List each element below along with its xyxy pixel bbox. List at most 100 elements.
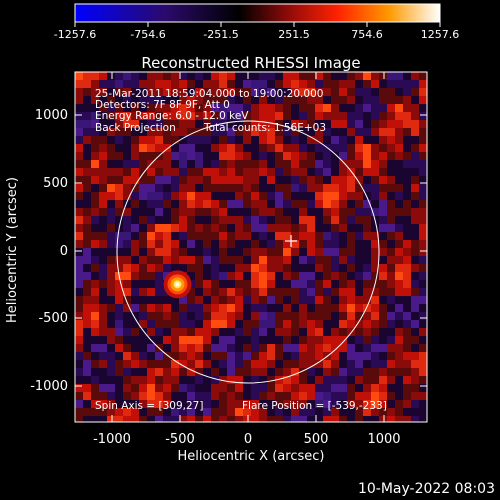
image-pixel	[107, 336, 116, 345]
image-pixel	[323, 400, 332, 409]
image-pixel	[315, 144, 324, 153]
image-pixel	[395, 264, 404, 273]
image-pixel	[331, 304, 340, 313]
image-pixel	[155, 264, 164, 273]
image-pixel	[307, 144, 316, 153]
image-pixel	[139, 352, 148, 361]
image-pixel	[291, 80, 300, 89]
image-pixel	[347, 96, 356, 105]
image-pixel	[363, 80, 372, 89]
image-pixel	[411, 320, 420, 329]
image-pixel	[83, 416, 92, 422]
image-pixel	[91, 80, 100, 89]
image-pixel	[219, 224, 228, 233]
image-pixel	[283, 144, 292, 153]
image-pixel	[131, 80, 140, 89]
image-pixel	[123, 240, 132, 249]
image-pixel	[91, 200, 100, 209]
image-pixel	[235, 352, 244, 361]
image-pixel	[99, 296, 108, 305]
image-pixel	[195, 392, 204, 401]
image-pixel	[411, 216, 420, 225]
image-pixel	[259, 112, 268, 121]
image-pixel	[115, 392, 124, 401]
image-pixel	[219, 336, 228, 345]
image-pixel	[291, 280, 300, 289]
image-pixel	[187, 320, 196, 329]
image-pixel	[331, 320, 340, 329]
image-pixel	[91, 400, 100, 409]
image-pixel	[355, 96, 364, 105]
image-pixel	[243, 136, 252, 145]
image-pixel	[251, 160, 260, 169]
image-pixel	[379, 248, 388, 257]
image-pixel	[227, 80, 236, 89]
image-pixel	[419, 72, 427, 81]
image-pixel	[323, 288, 332, 297]
image-pixel	[307, 352, 316, 361]
y-tick-label: -500	[38, 311, 68, 326]
image-pixel	[243, 152, 252, 161]
image-pixel	[155, 176, 164, 185]
image-pixel	[187, 152, 196, 161]
image-pixel	[395, 208, 404, 217]
image-pixel	[347, 240, 356, 249]
image-pixel	[203, 272, 212, 281]
image-pixel	[91, 72, 100, 81]
image-pixel	[395, 184, 404, 193]
image-pixel	[403, 112, 412, 121]
image-pixel	[227, 184, 236, 193]
image-pixel	[411, 336, 420, 345]
image-pixel	[347, 336, 356, 345]
image-pixel	[131, 104, 140, 113]
image-pixel	[307, 288, 316, 297]
image-pixel	[155, 312, 164, 321]
image-pixel	[371, 384, 380, 393]
image-pixel	[243, 352, 252, 361]
image-pixel	[323, 136, 332, 145]
image-pixel	[227, 336, 236, 345]
image-pixel	[107, 352, 116, 361]
image-pixel	[203, 352, 212, 361]
image-pixel	[171, 336, 180, 345]
image-pixel	[371, 344, 380, 353]
image-pixel	[171, 184, 180, 193]
image-pixel	[403, 152, 412, 161]
image-pixel	[131, 304, 140, 313]
image-pixel	[411, 416, 420, 422]
image-pixel	[163, 184, 172, 193]
image-pixel	[267, 280, 276, 289]
image-pixel	[83, 104, 92, 113]
image-pixel	[235, 288, 244, 297]
image-pixel	[363, 392, 372, 401]
image-pixel	[387, 160, 396, 169]
image-pixel	[347, 224, 356, 233]
image-pixel	[99, 336, 108, 345]
image-pixel	[395, 320, 404, 329]
image-pixel	[83, 176, 92, 185]
image-pixel	[147, 312, 156, 321]
image-pixel	[283, 320, 292, 329]
image-pixel	[267, 416, 276, 422]
image-pixel	[275, 208, 284, 217]
image-pixel	[347, 72, 356, 81]
image-pixel	[379, 232, 388, 241]
image-pixel	[123, 128, 132, 137]
image-pixel	[267, 328, 276, 337]
image-pixel	[387, 112, 396, 121]
image-pixel	[179, 128, 188, 137]
image-pixel	[123, 288, 132, 297]
image-pixel	[203, 192, 212, 201]
image-pixel	[267, 336, 276, 345]
image-pixel	[163, 176, 172, 185]
image-pixel	[259, 152, 268, 161]
image-pixel	[323, 256, 332, 265]
image-pixel	[243, 240, 252, 249]
image-pixel	[323, 376, 332, 385]
image-pixel	[75, 368, 84, 377]
image-pixel	[195, 120, 204, 129]
image-pixel	[123, 232, 132, 241]
image-pixel	[219, 280, 228, 289]
image-pixel	[243, 184, 252, 193]
image-pixel	[75, 144, 84, 153]
